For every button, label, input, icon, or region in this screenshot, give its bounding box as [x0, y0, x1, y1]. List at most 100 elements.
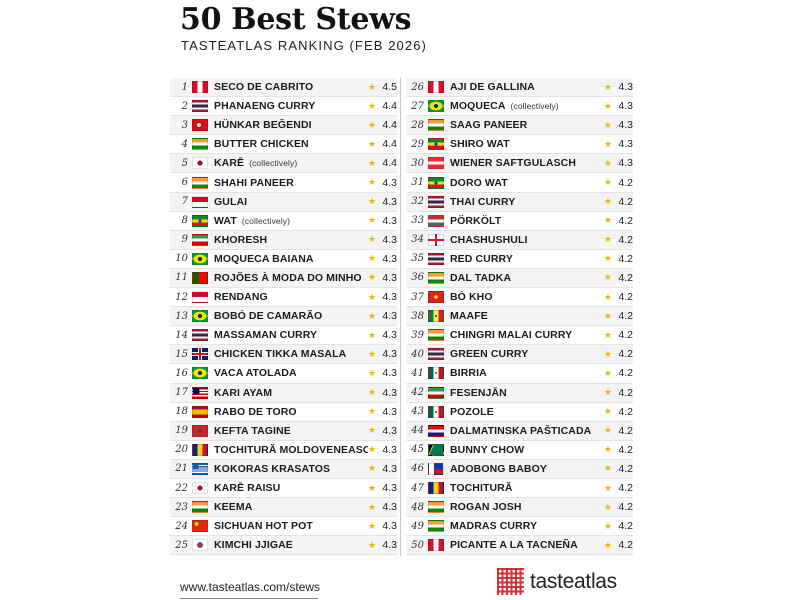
dish-name[interactable]: Fesenjān [450, 387, 604, 399]
dish-name[interactable]: Khoresh [214, 234, 368, 246]
dish-name[interactable]: Doro Wat [450, 177, 604, 189]
list-item[interactable]: 15 Chicken Tikka Masala ★ 4.3 [170, 345, 397, 365]
list-item[interactable]: 13 Bobó de Camarão ★ 4.3 [170, 307, 397, 327]
dish-name[interactable]: Butter Chicken [214, 138, 368, 150]
dish-name[interactable]: Tochitură moldovenească [214, 444, 368, 456]
list-item[interactable]: 21 Kokoras Krasatos ★ 4.3 [170, 459, 397, 479]
dish-name[interactable]: Vaca Atolada [214, 367, 368, 379]
list-item[interactable]: 6 Shahi Paneer ★ 4.3 [170, 173, 397, 193]
list-item[interactable]: 25 Kimchi Jjigae ★ 4.3 [170, 536, 397, 556]
dish-name[interactable]: Maafe [450, 310, 604, 322]
dish-name[interactable]: Aji de Gallina [450, 81, 604, 93]
list-item[interactable]: 11 Rojões à moda do Minho ★ 4.3 [170, 268, 397, 289]
dish-name[interactable]: Gulai [214, 196, 368, 208]
list-item[interactable]: 44 Dalmatinska pašticada ★ 4.2 [406, 421, 633, 441]
dish-name[interactable]: Rojões à moda do Minho [214, 272, 368, 284]
dish-name[interactable]: Massaman Curry [214, 329, 368, 341]
list-item[interactable]: 5 Karē (collectively) ★ 4.4 [170, 154, 397, 174]
list-item[interactable]: 18 Rabo de Toro ★ 4.3 [170, 403, 397, 422]
dish-name[interactable]: Chashushuli [450, 234, 604, 246]
list-item[interactable]: 22 Karē Raisu ★ 4.3 [170, 479, 397, 499]
list-item[interactable]: 32 Thai Curry ★ 4.2 [406, 192, 633, 212]
dish-name[interactable]: Kokoras Krasatos [214, 463, 368, 475]
dish-name[interactable]: Karē Raisu [214, 482, 368, 494]
list-item[interactable]: 23 Keema ★ 4.3 [170, 498, 397, 518]
list-item[interactable]: 2 Phanaeng Curry ★ 4.4 [170, 97, 397, 117]
dish-name[interactable]: Adobong Baboy [450, 463, 604, 475]
dish-name[interactable]: Sichuan Hot Pot [214, 520, 368, 532]
list-item[interactable]: 8 Wat (collectively) ★ 4.3 [170, 212, 397, 231]
list-item[interactable]: 30 Wiener Saftgulasch ★ 4.3 [406, 154, 633, 174]
dish-name[interactable]: Pörkölt [450, 215, 604, 227]
list-item[interactable]: 50 Picante a la Tacneña ★ 4.2 [406, 536, 633, 556]
dish-name[interactable]: Dal Tadka [450, 272, 604, 284]
list-item[interactable]: 48 Rogan Josh ★ 4.2 [406, 498, 633, 518]
list-item[interactable]: 37 Bò kho ★ 4.2 [406, 288, 633, 308]
list-item[interactable]: 10 Moqueca Baiana ★ 4.3 [170, 250, 397, 269]
dish-name[interactable]: Bobó de Camarão [214, 310, 368, 322]
dish-name[interactable]: Kefta Tagine [214, 425, 368, 437]
list-item[interactable]: 29 Shiro Wat ★ 4.3 [406, 135, 633, 155]
dish-name[interactable]: Wiener Saftgulasch [450, 157, 604, 169]
dish-name[interactable]: Dalmatinska pašticada [450, 425, 604, 437]
dish-name[interactable]: Chingri Malai Curry [450, 329, 604, 341]
dish-name[interactable]: Chicken Tikka Masala [214, 348, 368, 360]
list-item[interactable]: 31 Doro Wat ★ 4.2 [406, 173, 633, 193]
dish-name[interactable]: Birria [450, 367, 604, 379]
list-item[interactable]: 27 Moqueca (collectively) ★ 4.3 [406, 97, 633, 117]
list-item[interactable]: 28 Saag Paneer ★ 4.3 [406, 116, 633, 136]
list-item[interactable]: 49 Madras Curry ★ 4.2 [406, 517, 633, 537]
list-item[interactable]: 41 Birria ★ 4.2 [406, 364, 633, 384]
list-item[interactable]: 12 Rendang ★ 4.3 [170, 288, 397, 308]
dish-name[interactable]: Shiro Wat [450, 138, 604, 150]
dish-name[interactable]: Moqueca Baiana [214, 253, 368, 265]
dish-name[interactable]: Bò kho [450, 291, 604, 303]
list-item[interactable]: 4 Butter Chicken ★ 4.4 [170, 135, 397, 155]
dish-name[interactable]: Picante a la Tacneña [450, 539, 604, 551]
dish-name[interactable]: Hünkar Beğendi [214, 119, 368, 131]
list-item[interactable]: 46 Adobong Baboy ★ 4.2 [406, 459, 633, 479]
dish-name[interactable]: Madras Curry [450, 520, 604, 532]
dish-name[interactable]: Red Curry [450, 253, 604, 265]
source-url-link[interactable]: www.tasteatlas.com/stews [180, 580, 321, 594]
dish-name[interactable]: Rabo de Toro [214, 406, 368, 418]
list-item[interactable]: 1 Seco de Cabrito ★ 4.5 [170, 78, 397, 98]
dish-name[interactable]: Bunny Chow [450, 444, 604, 456]
dish-name[interactable]: Keema [214, 501, 368, 513]
dish-name[interactable]: Saag Paneer [450, 119, 604, 131]
dish-name[interactable]: Thai Curry [450, 196, 604, 208]
dish-name[interactable]: Seco de Cabrito [214, 81, 368, 93]
list-item[interactable]: 33 Pörkölt ★ 4.2 [406, 212, 633, 231]
dish-name[interactable]: Karē (collectively) [214, 157, 368, 169]
dish-name[interactable]: Pozole [450, 406, 604, 418]
list-item[interactable]: 38 Maafe ★ 4.2 [406, 307, 633, 327]
list-item[interactable]: 9 Khoresh ★ 4.3 [170, 230, 397, 250]
list-item[interactable]: 17 Kari Ayam ★ 4.3 [170, 383, 397, 403]
list-item[interactable]: 26 Aji de Gallina ★ 4.3 [406, 78, 633, 98]
list-item[interactable]: 7 Gulai ★ 4.3 [170, 192, 397, 212]
dish-name[interactable]: Kari Ayam [214, 387, 368, 399]
list-item[interactable]: 3 Hünkar Beğendi ★ 4.4 [170, 116, 397, 136]
list-item[interactable]: 42 Fesenjān ★ 4.2 [406, 383, 633, 403]
list-item[interactable]: 16 Vaca Atolada ★ 4.3 [170, 364, 397, 384]
list-item[interactable]: 35 Red Curry ★ 4.2 [406, 250, 633, 269]
dish-name[interactable]: Shahi Paneer [214, 177, 368, 189]
dish-name[interactable]: Rogan Josh [450, 501, 604, 513]
dish-name[interactable]: Green Curry [450, 348, 604, 360]
list-item[interactable]: 14 Massaman Curry ★ 4.3 [170, 326, 397, 346]
list-item[interactable]: 36 Dal Tadka ★ 4.2 [406, 268, 633, 289]
list-item[interactable]: 24 Sichuan Hot Pot ★ 4.3 [170, 517, 397, 537]
dish-name[interactable]: Phanaeng Curry [214, 100, 368, 112]
list-item[interactable]: 47 Tochitură ★ 4.2 [406, 479, 633, 499]
list-item[interactable]: 39 Chingri Malai Curry ★ 4.2 [406, 326, 633, 346]
dish-name[interactable]: Tochitură [450, 482, 604, 494]
list-item[interactable]: 40 Green Curry ★ 4.2 [406, 345, 633, 365]
list-item[interactable]: 19 Kefta Tagine ★ 4.3 [170, 421, 397, 441]
list-item[interactable]: 43 Pozole ★ 4.2 [406, 403, 633, 422]
dish-name[interactable]: Rendang [214, 291, 368, 303]
dish-name[interactable]: Kimchi Jjigae [214, 539, 368, 551]
list-item[interactable]: 45 Bunny Chow ★ 4.2 [406, 441, 633, 460]
list-item[interactable]: 34 Chashushuli ★ 4.2 [406, 230, 633, 250]
dish-name[interactable]: Wat (collectively) [214, 215, 368, 227]
list-item[interactable]: 20 Tochitură moldovenească ★ 4.3 [170, 441, 397, 460]
